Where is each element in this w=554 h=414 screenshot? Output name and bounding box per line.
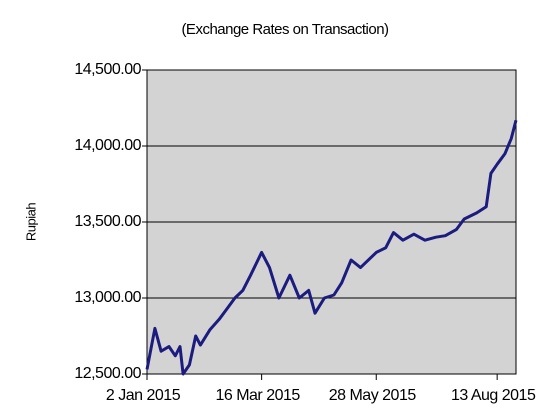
x-tick-label: 13 Aug 2015 (451, 387, 536, 404)
y-tick-label: 14,000.00 (74, 137, 141, 154)
y-tick-label: 13,500.00 (74, 213, 141, 230)
y-tick-label: 14,500.00 (74, 61, 141, 78)
y-axis-label: Rupiah (23, 203, 38, 241)
plot-border (146, 69, 517, 375)
x-tick-label: 28 May 2015 (329, 387, 417, 404)
x-tick-label: 2 Jan 2015 (106, 387, 181, 404)
x-tick-label: 16 Mar 2015 (215, 387, 300, 404)
y-tick-label: 13,000.00 (74, 289, 141, 306)
chart-title: (Exchange Rates on Transaction) (181, 21, 389, 38)
data-line (145, 119, 518, 376)
y-tick-label: 12,500.00 (74, 365, 141, 382)
